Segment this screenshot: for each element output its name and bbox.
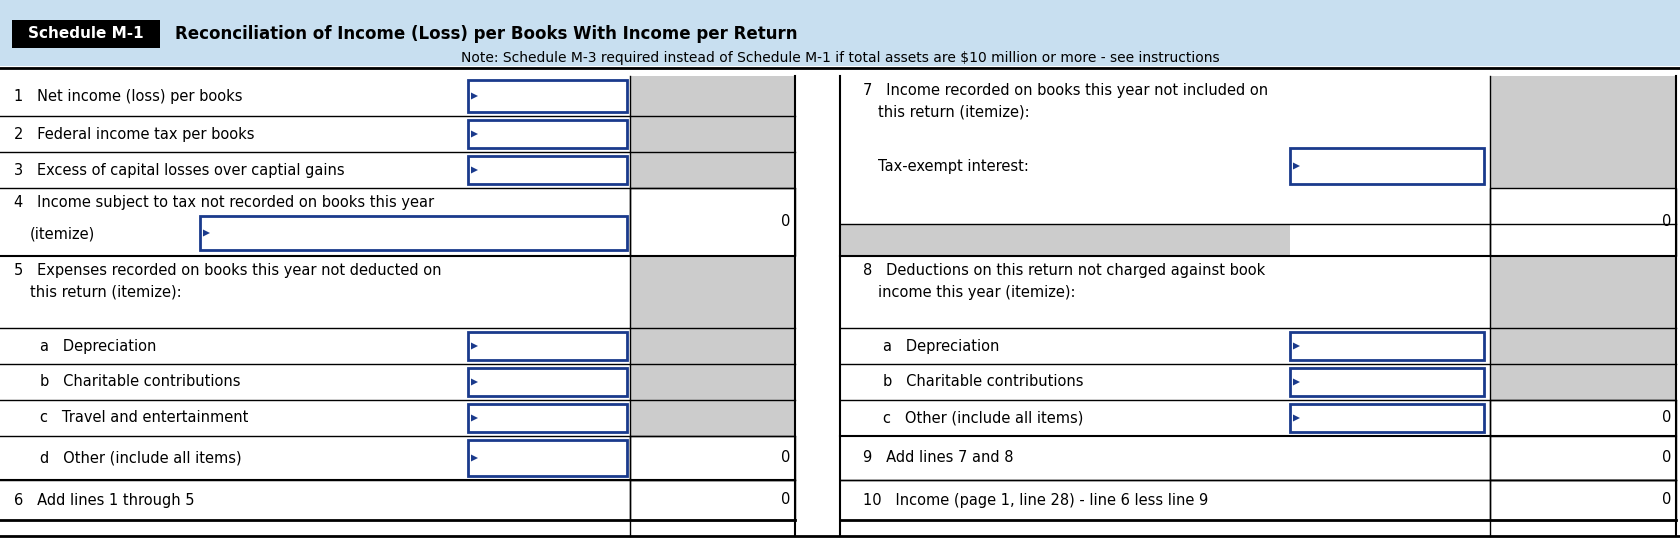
Bar	[12, 20, 160, 48]
Text: 0: 0	[781, 450, 790, 465]
Text: a   Depreciation: a Depreciation	[40, 339, 156, 354]
Bar	[469, 156, 627, 184]
Polygon shape	[470, 92, 479, 100]
Text: 3   Excess of capital losses over captial gains: 3 Excess of capital losses over captial …	[13, 162, 344, 177]
Text: Reconciliation of Income (Loss) per Books With Income per Return: Reconciliation of Income (Loss) per Book…	[175, 25, 798, 43]
Bar	[1290, 404, 1483, 432]
Bar	[469, 368, 627, 396]
Bar	[630, 364, 795, 400]
Bar	[1490, 480, 1677, 520]
Polygon shape	[1294, 342, 1300, 350]
Bar	[1490, 328, 1677, 364]
Bar	[630, 436, 795, 480]
Bar	[630, 188, 795, 256]
Text: c   Other (include all items): c Other (include all items)	[884, 410, 1084, 425]
Text: Schedule M-1: Schedule M-1	[29, 27, 144, 42]
Text: 1   Net income (loss) per books: 1 Net income (loss) per books	[13, 88, 242, 103]
Text: (itemize): (itemize)	[30, 226, 96, 241]
Text: 4   Income subject to tax not recorded on books this year: 4 Income subject to tax not recorded on …	[13, 195, 433, 210]
Polygon shape	[470, 342, 479, 350]
Text: b   Charitable contributions: b Charitable contributions	[884, 375, 1084, 390]
Bar	[1490, 76, 1677, 224]
Text: 10   Income (page 1, line 28) - line 6 less line 9: 10 Income (page 1, line 28) - line 6 les…	[864, 493, 1208, 508]
Polygon shape	[470, 454, 479, 461]
Bar	[469, 404, 627, 432]
Bar	[1490, 400, 1677, 436]
Bar	[469, 332, 627, 360]
Polygon shape	[470, 415, 479, 421]
Text: b   Charitable contributions: b Charitable contributions	[40, 375, 240, 390]
Text: 6   Add lines 1 through 5: 6 Add lines 1 through 5	[13, 493, 195, 508]
Text: 0: 0	[1662, 215, 1672, 230]
Polygon shape	[470, 166, 479, 173]
Bar	[1490, 436, 1677, 480]
Bar	[630, 188, 795, 256]
Bar	[630, 116, 795, 152]
Polygon shape	[470, 379, 479, 385]
Text: 2   Federal income tax per books: 2 Federal income tax per books	[13, 127, 254, 141]
Text: a   Depreciation: a Depreciation	[884, 339, 1000, 354]
Polygon shape	[1294, 379, 1300, 385]
Bar	[1290, 368, 1483, 396]
Polygon shape	[470, 131, 479, 137]
Bar	[630, 256, 795, 328]
Text: Tax-exempt interest:: Tax-exempt interest:	[879, 158, 1028, 173]
Text: 8   Deductions on this return not charged against book: 8 Deductions on this return not charged …	[864, 262, 1265, 277]
Text: 0: 0	[781, 493, 790, 508]
Text: 0: 0	[1662, 410, 1672, 425]
Bar	[1490, 256, 1677, 328]
Polygon shape	[203, 230, 210, 236]
Bar	[1490, 188, 1677, 256]
Text: 0: 0	[1662, 450, 1672, 465]
Text: this return (itemize):: this return (itemize):	[879, 105, 1030, 120]
Text: 5   Expenses recorded on books this year not deducted on: 5 Expenses recorded on books this year n…	[13, 262, 442, 277]
Bar	[1490, 224, 1677, 256]
Bar	[630, 76, 795, 116]
Text: 0: 0	[781, 215, 790, 230]
Text: income this year (itemize):: income this year (itemize):	[879, 285, 1075, 300]
Bar	[630, 328, 795, 364]
Text: c   Travel and entertainment: c Travel and entertainment	[40, 410, 249, 425]
Polygon shape	[1294, 415, 1300, 421]
Text: 0: 0	[1662, 493, 1672, 508]
Bar	[1290, 332, 1483, 360]
Bar	[1490, 364, 1677, 400]
Text: this return (itemize):: this return (itemize):	[30, 285, 181, 300]
Bar	[630, 152, 795, 188]
Bar	[200, 216, 627, 250]
Bar	[469, 80, 627, 112]
Bar	[630, 480, 795, 520]
Text: 9   Add lines 7 and 8: 9 Add lines 7 and 8	[864, 450, 1013, 465]
Polygon shape	[1294, 162, 1300, 170]
Text: 7   Income recorded on books this year not included on: 7 Income recorded on books this year not…	[864, 82, 1268, 97]
Bar	[0, 0, 1680, 66]
Bar	[469, 120, 627, 148]
Bar	[840, 224, 1290, 256]
Bar	[1290, 148, 1483, 184]
Bar	[469, 440, 627, 476]
Text: d   Other (include all items): d Other (include all items)	[40, 450, 242, 465]
Text: Note: Schedule M-3 required instead of Schedule M-1 if total assets are $10 mill: Note: Schedule M-3 required instead of S…	[460, 51, 1220, 65]
Bar	[630, 400, 795, 436]
